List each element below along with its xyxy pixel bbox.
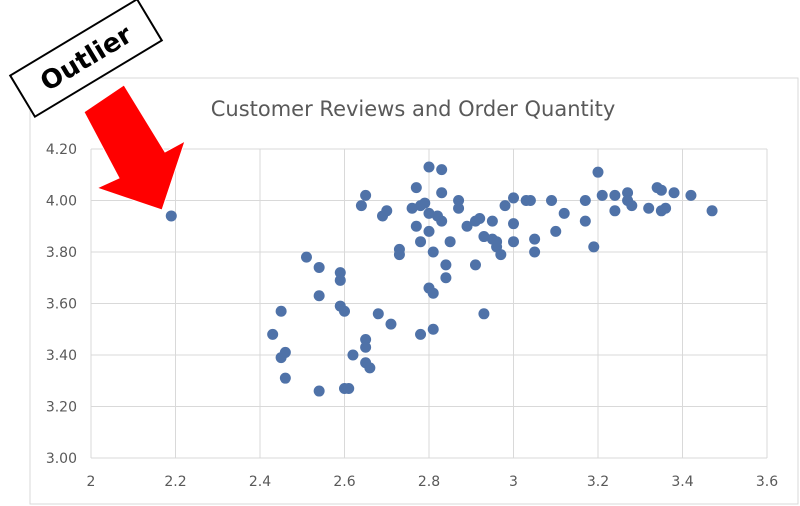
data-point bbox=[500, 200, 511, 211]
y-tick-label: 3.20 bbox=[46, 400, 77, 416]
data-point bbox=[495, 249, 506, 260]
data-point bbox=[424, 162, 435, 173]
x-tick-label: 3 bbox=[509, 474, 518, 490]
data-point bbox=[314, 262, 325, 273]
y-tick-label: 3.60 bbox=[46, 297, 77, 313]
y-tick-label: 3.80 bbox=[46, 245, 77, 261]
data-point bbox=[356, 200, 367, 211]
data-point bbox=[415, 329, 426, 340]
data-point bbox=[491, 236, 502, 247]
data-point bbox=[580, 195, 591, 206]
data-point bbox=[267, 329, 278, 340]
x-tick-label: 2.6 bbox=[333, 474, 355, 490]
x-tick-label: 3.6 bbox=[756, 474, 778, 490]
x-tick-label: 3.2 bbox=[587, 474, 609, 490]
data-point bbox=[276, 306, 287, 317]
data-point bbox=[314, 386, 325, 397]
data-point bbox=[166, 210, 177, 221]
data-point bbox=[339, 306, 350, 317]
y-tick-label: 3.40 bbox=[46, 348, 77, 364]
data-point bbox=[529, 247, 540, 258]
data-point bbox=[550, 226, 561, 237]
data-point bbox=[436, 187, 447, 198]
data-point bbox=[373, 308, 384, 319]
x-tick-label: 2.2 bbox=[164, 474, 186, 490]
data-point bbox=[360, 190, 371, 201]
y-tick-label: 4.00 bbox=[46, 194, 77, 210]
data-point bbox=[609, 205, 620, 216]
data-point bbox=[525, 195, 536, 206]
data-point bbox=[580, 216, 591, 227]
data-point bbox=[487, 216, 498, 227]
data-point bbox=[428, 324, 439, 335]
data-point bbox=[280, 373, 291, 384]
data-point bbox=[643, 203, 654, 214]
data-point bbox=[546, 195, 557, 206]
data-point bbox=[453, 203, 464, 214]
data-point bbox=[508, 192, 519, 203]
y-tick-label: 4.20 bbox=[46, 142, 77, 158]
data-point bbox=[394, 249, 405, 260]
data-point bbox=[707, 205, 718, 216]
data-point bbox=[508, 218, 519, 229]
x-tick-label: 3.4 bbox=[671, 474, 693, 490]
data-point bbox=[508, 236, 519, 247]
data-point bbox=[381, 205, 392, 216]
data-point bbox=[301, 252, 312, 263]
data-point bbox=[588, 241, 599, 252]
data-point bbox=[385, 319, 396, 330]
data-point bbox=[478, 308, 489, 319]
data-point bbox=[440, 272, 451, 283]
data-point bbox=[445, 236, 456, 247]
data-point bbox=[626, 200, 637, 211]
data-point bbox=[419, 198, 430, 209]
data-point bbox=[280, 347, 291, 358]
data-point bbox=[529, 234, 540, 245]
x-tick-label: 2.4 bbox=[249, 474, 271, 490]
data-point bbox=[314, 290, 325, 301]
data-point bbox=[347, 350, 358, 361]
data-point bbox=[440, 259, 451, 270]
data-point bbox=[685, 190, 696, 201]
chart-title: Customer Reviews and Order Quantity bbox=[211, 97, 616, 121]
x-tick-label: 2 bbox=[87, 474, 96, 490]
data-point bbox=[436, 164, 447, 175]
data-point bbox=[436, 216, 447, 227]
data-point bbox=[415, 236, 426, 247]
data-point bbox=[559, 208, 570, 219]
data-point bbox=[474, 213, 485, 224]
data-point bbox=[669, 187, 680, 198]
data-point bbox=[593, 167, 604, 178]
data-point bbox=[597, 190, 608, 201]
data-point bbox=[343, 383, 354, 394]
data-point bbox=[470, 259, 481, 270]
data-point bbox=[364, 362, 375, 373]
data-point bbox=[656, 185, 667, 196]
data-point bbox=[411, 221, 422, 232]
x-tick-label: 2.8 bbox=[418, 474, 440, 490]
data-point bbox=[360, 342, 371, 353]
data-point bbox=[660, 203, 671, 214]
y-tick-label: 3.00 bbox=[46, 451, 77, 467]
data-point bbox=[609, 190, 620, 201]
data-point bbox=[335, 275, 346, 286]
data-point bbox=[428, 288, 439, 299]
data-point bbox=[424, 226, 435, 237]
data-point bbox=[411, 182, 422, 193]
data-point bbox=[428, 247, 439, 258]
